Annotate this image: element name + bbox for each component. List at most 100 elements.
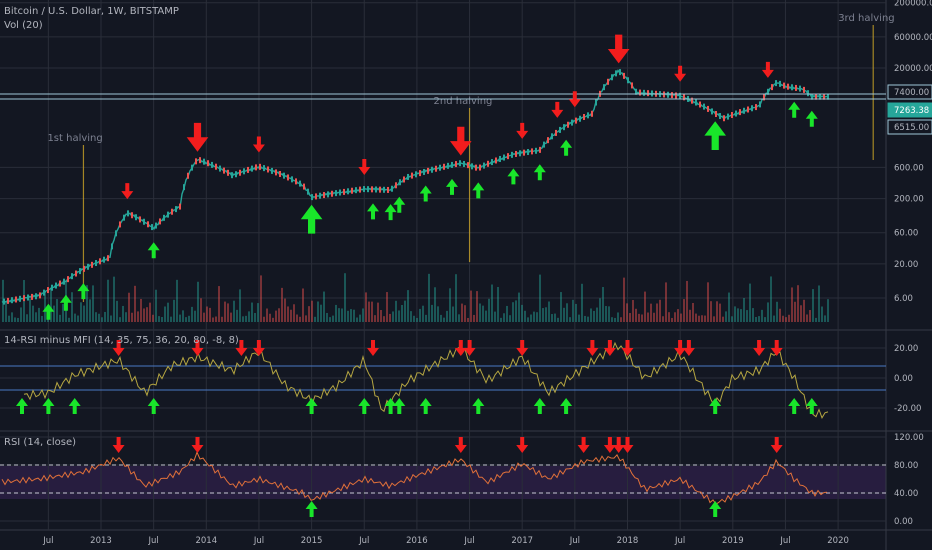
price-candle <box>11 297 13 304</box>
halving-label: 1st halving <box>47 133 102 144</box>
indicator1-tick-label: 20.00 <box>894 344 918 354</box>
volume-bar <box>14 317 16 322</box>
volume-bar <box>464 305 466 322</box>
volume-bar <box>653 312 655 322</box>
volume-bar <box>119 317 121 322</box>
down-arrow-icon <box>761 61 774 78</box>
volume-bar <box>584 315 586 322</box>
volume-bar <box>632 300 634 322</box>
down-arrow-icon <box>551 101 564 118</box>
volume-bar <box>425 314 427 322</box>
price-candle <box>239 169 241 176</box>
price-candle <box>23 295 25 302</box>
volume-bar <box>233 300 235 322</box>
volume-bar <box>86 285 88 322</box>
price-candle <box>451 161 453 168</box>
volume-bar <box>764 317 766 322</box>
price-candle <box>635 88 637 95</box>
x-tick-label: Jul <box>674 536 685 546</box>
volume-bar <box>341 308 343 322</box>
price-candle <box>711 108 713 115</box>
down-arrow-icon <box>516 437 529 453</box>
price-candle <box>75 270 77 277</box>
down-arrow-icon <box>577 437 590 453</box>
volume-bar <box>821 306 823 322</box>
down-arrow-icon <box>252 340 265 356</box>
price-candle <box>763 94 765 101</box>
volume-bar <box>818 285 820 322</box>
volume-bar <box>242 316 244 322</box>
volume-bar <box>383 316 385 322</box>
price-candle <box>287 174 289 181</box>
volume-bar <box>752 308 754 322</box>
price-candle <box>7 297 9 304</box>
volume-bar <box>356 317 358 322</box>
price-candle <box>167 211 169 218</box>
price-candle <box>447 162 449 169</box>
price-candle <box>119 221 121 228</box>
up-arrow-icon <box>384 398 397 414</box>
price-candle <box>667 91 669 98</box>
volume-bar <box>524 310 526 322</box>
price-candle <box>107 255 109 262</box>
price-candle <box>335 190 337 197</box>
price-candle <box>263 165 265 172</box>
price-candle <box>723 115 725 122</box>
price-candle <box>319 192 321 199</box>
volume-bar <box>533 311 535 322</box>
volume-bar <box>272 317 274 322</box>
price-candle <box>295 178 297 185</box>
volume-bar <box>80 302 82 322</box>
volume-bar <box>41 315 43 322</box>
volume-bar <box>665 282 667 322</box>
volume-bar <box>218 286 220 322</box>
volume-bar <box>164 306 166 322</box>
volume-bar <box>641 314 643 322</box>
price-candle <box>391 185 393 192</box>
volume-bar <box>713 316 715 322</box>
x-tick-label: 2013 <box>90 536 112 546</box>
down-arrow-icon <box>621 437 634 453</box>
price-candle <box>259 163 261 170</box>
volume-bar <box>62 304 64 322</box>
up-arrow-icon <box>59 294 72 311</box>
volume-bar <box>695 313 697 322</box>
up-arrow-icon <box>384 204 397 221</box>
down-arrow-icon <box>121 183 134 200</box>
volume-bar <box>824 315 826 322</box>
price-candle <box>519 150 521 157</box>
price-tick-label: 20.00 <box>894 260 918 270</box>
up-arrow-icon <box>507 168 520 185</box>
price-candle <box>351 187 353 194</box>
volume-bar <box>125 312 127 322</box>
up-arrow-icon <box>560 398 573 414</box>
volume-bar <box>599 298 601 322</box>
volume-bar <box>803 299 805 322</box>
price-candle <box>331 190 333 197</box>
price-candle <box>507 153 509 160</box>
price-candle <box>63 278 65 285</box>
volume-bar <box>113 276 115 322</box>
down-arrow-icon <box>450 126 472 156</box>
volume-bar <box>809 310 811 322</box>
volume-bar <box>293 304 295 322</box>
volume-bar <box>638 313 640 322</box>
price-candle <box>503 154 505 161</box>
volume-bar <box>254 313 256 322</box>
price-candle <box>755 104 757 111</box>
rsi-tick-label: 40.00 <box>894 489 918 499</box>
volume-bar <box>20 307 22 322</box>
volume-bar <box>350 309 352 322</box>
up-arrow-icon <box>68 398 81 414</box>
price-candle <box>611 74 613 81</box>
level-tag-resistance: 7400.00 <box>894 88 929 98</box>
volume-bar <box>26 314 28 322</box>
down-arrow-icon <box>612 437 625 453</box>
volume-bar <box>575 303 577 322</box>
volume-bar <box>602 287 604 322</box>
volume-bar <box>557 317 559 322</box>
price-candle <box>71 273 73 280</box>
price-candle <box>623 72 625 79</box>
volume-bar <box>704 315 706 322</box>
price-candle <box>771 84 773 91</box>
